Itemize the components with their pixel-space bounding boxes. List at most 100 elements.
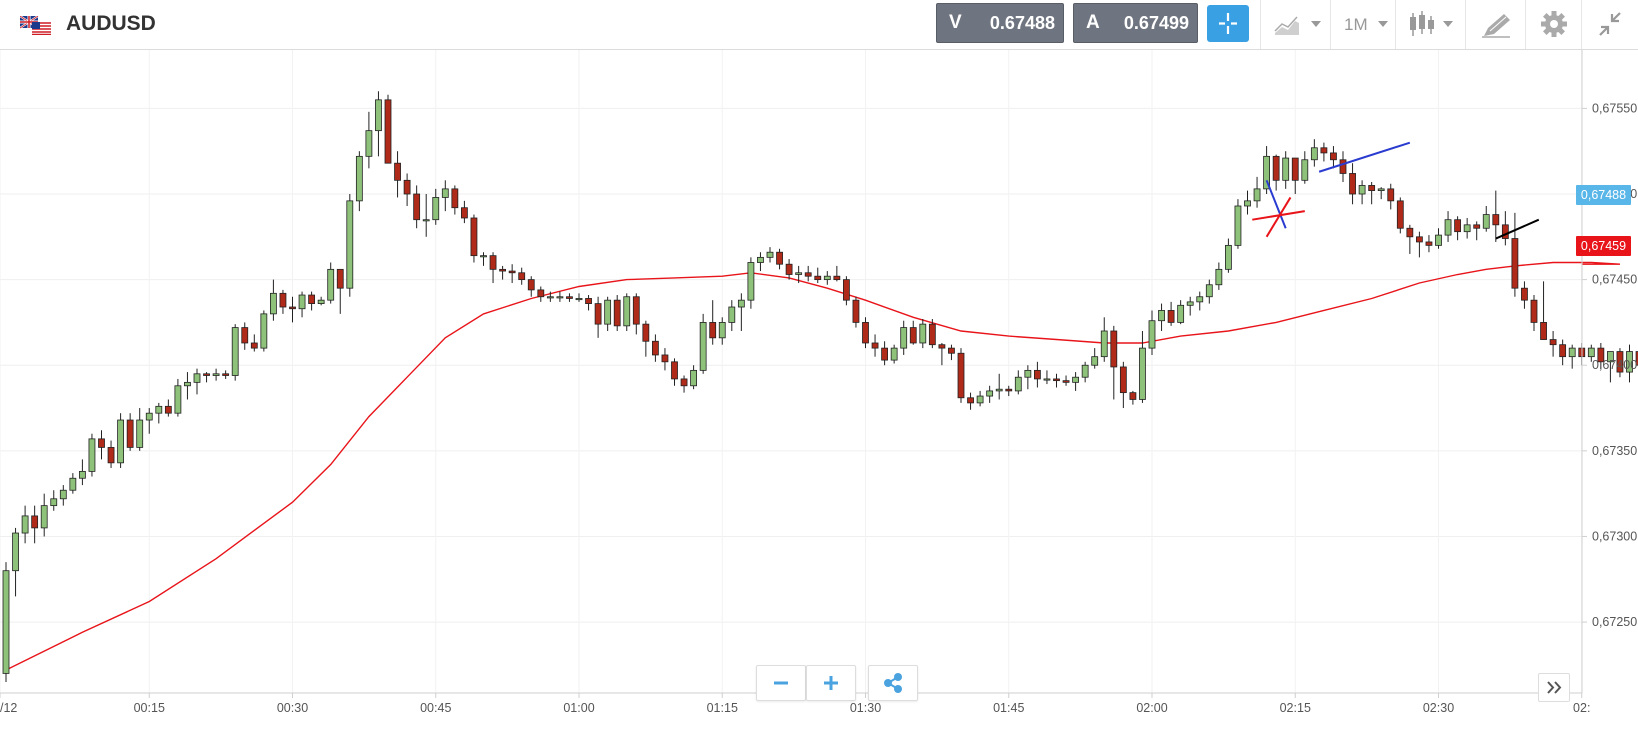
candle-body — [976, 395, 984, 404]
candle-body — [1119, 366, 1127, 394]
annotation-line[interactable] — [1318, 141, 1411, 173]
sell-price: 0.67488 — [989, 13, 1055, 33]
buy-label: A — [1086, 12, 1100, 33]
candle-body — [327, 268, 335, 301]
share-icon — [884, 673, 902, 693]
candle-body — [403, 179, 411, 195]
candle-body — [1635, 351, 1638, 366]
crosshair-button[interactable] — [1207, 5, 1249, 42]
candle-body — [1482, 214, 1490, 229]
candle-body — [375, 99, 382, 132]
candle-body — [1100, 330, 1108, 358]
candle-body — [451, 188, 459, 209]
candle-body — [1330, 152, 1337, 161]
candle-body — [823, 275, 831, 281]
scroll-to-latest-button[interactable] — [1538, 673, 1570, 702]
time-label: /12 — [0, 701, 17, 715]
candle-body — [126, 419, 134, 448]
candle-body — [1291, 157, 1299, 181]
candle-body — [1416, 236, 1423, 243]
candle-body — [604, 299, 612, 325]
annotation-line[interactable] — [1265, 196, 1292, 238]
candle-body — [1349, 173, 1356, 195]
candle-body — [241, 327, 249, 344]
sell-price-button[interactable]: V 0.67488 — [936, 3, 1064, 43]
candle-body — [699, 322, 707, 371]
candle-body — [1607, 351, 1614, 363]
candle-body — [1444, 219, 1452, 236]
crosshair-icon — [1219, 13, 1237, 34]
timeframe-button[interactable]: 1M — [1330, 0, 1395, 49]
candle-type-button[interactable] — [1395, 0, 1465, 49]
annotation-line[interactable] — [1495, 218, 1540, 240]
candle-body — [986, 390, 994, 397]
candle-body — [40, 505, 48, 529]
drawn-annotations — [1252, 141, 1540, 240]
candle-body — [336, 268, 344, 289]
candle-body — [413, 193, 421, 221]
candle-body — [1511, 238, 1519, 289]
candle-body — [1368, 185, 1376, 191]
candle-body — [1435, 234, 1442, 246]
candle-body — [2, 570, 10, 674]
candle-body — [79, 470, 86, 479]
buy-price-button[interactable]: A 0.67499 — [1073, 3, 1198, 43]
annotation-line[interactable] — [1265, 179, 1287, 229]
candle-body — [1225, 244, 1232, 270]
candle-body — [642, 323, 650, 342]
sell-label: V — [949, 12, 962, 33]
zoom-out-button[interactable] — [756, 665, 806, 701]
candle-body — [1043, 378, 1051, 381]
price-label: 0,67550 — [1592, 101, 1637, 115]
candle-body — [718, 322, 726, 339]
time-label: 00:30 — [277, 701, 308, 715]
candle-body — [1387, 188, 1395, 202]
candle-body — [1091, 356, 1099, 366]
candle-body — [556, 296, 564, 299]
settings-button[interactable] — [1525, 0, 1581, 49]
candle-body — [394, 162, 401, 181]
gear-icon — [1541, 11, 1567, 37]
candle-body — [269, 292, 277, 315]
candle-body — [680, 378, 688, 387]
price-chart[interactable]: 0,675500,675000,674500,674000,673500,673… — [0, 50, 1638, 725]
chart-type-button[interactable] — [1260, 0, 1330, 49]
share-button[interactable] — [868, 665, 918, 701]
candle-body — [289, 306, 296, 310]
annotation-line[interactable] — [1252, 210, 1305, 221]
candle-body — [938, 344, 946, 349]
candle-body — [279, 292, 287, 308]
minus-icon — [774, 681, 788, 685]
candle-body — [776, 251, 783, 265]
candle-body — [155, 405, 163, 414]
candle-body — [174, 385, 182, 414]
candle-body — [613, 299, 621, 327]
candle-body — [928, 323, 936, 346]
candle-body — [652, 340, 659, 356]
price-label: 0,67400 — [1592, 358, 1637, 372]
time-label: 00:15 — [134, 701, 165, 715]
candle-body — [193, 373, 201, 383]
top-toolbar: AUDUSD V 0.67488 A 0.67499 1M — [0, 0, 1638, 50]
candle-body — [1272, 155, 1280, 181]
zoom-in-button[interactable] — [806, 665, 856, 701]
price-label: 0,67250 — [1592, 615, 1637, 629]
time-label: 00:45 — [420, 701, 451, 715]
candle-body — [164, 405, 172, 414]
candle-body — [250, 342, 258, 349]
collapse-button[interactable] — [1581, 0, 1638, 49]
candle-body — [690, 369, 697, 387]
candle-body — [21, 515, 29, 534]
candle-body — [671, 361, 678, 380]
candle-body — [843, 279, 850, 301]
chevron-down-icon — [1443, 21, 1453, 27]
candles — [2, 91, 1638, 682]
candlestick-chart[interactable]: 0,675500,675000,674500,674000,673500,673… — [0, 50, 1638, 725]
candle-body — [1072, 376, 1079, 383]
candle-body — [709, 322, 717, 339]
draw-tool-button[interactable] — [1465, 0, 1525, 49]
candle-body — [260, 313, 268, 349]
candle-body — [1215, 268, 1223, 286]
candle-body — [1540, 322, 1547, 340]
candlestick-icon — [1410, 11, 1434, 36]
